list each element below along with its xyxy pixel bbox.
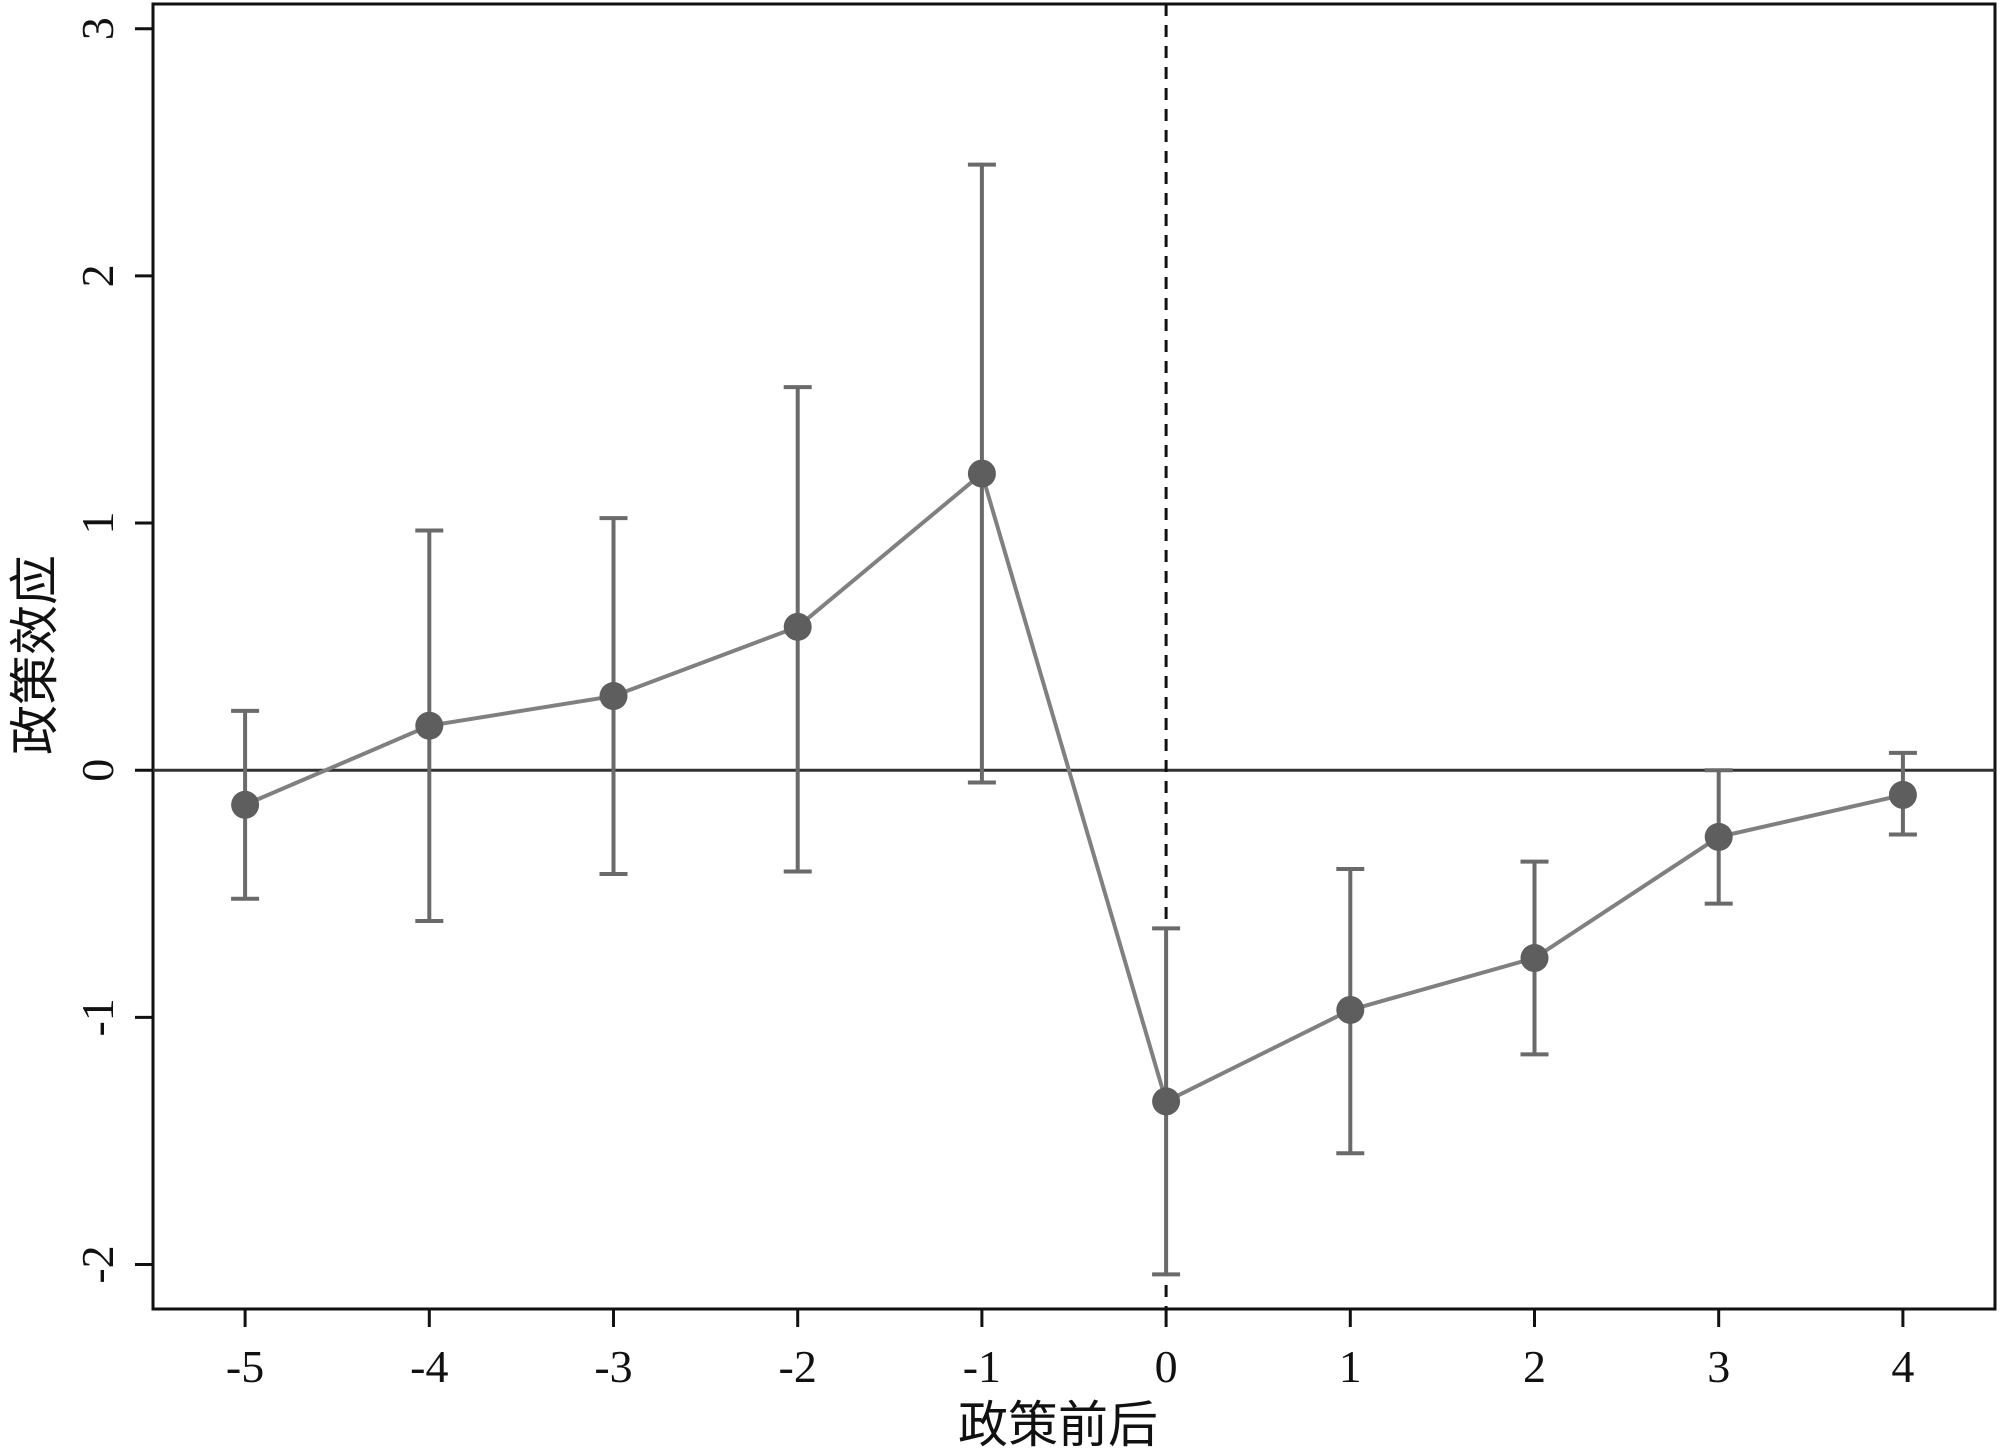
x-tick-label: 3 — [1707, 1341, 1730, 1392]
y-tick-label: 3 — [72, 17, 123, 40]
data-point — [783, 612, 812, 641]
x-tick-label: 4 — [1891, 1341, 1914, 1392]
y-axis-title: 政策效应 — [6, 555, 64, 755]
data-point — [415, 711, 444, 740]
y-tick-label: 2 — [72, 264, 123, 287]
x-tick-label: 0 — [1155, 1341, 1178, 1392]
data-point — [1888, 780, 1917, 809]
x-tick-label: -5 — [226, 1341, 264, 1392]
data-point — [967, 459, 996, 488]
plot-frame — [151, 2, 1997, 1311]
y-tick-label: -1 — [72, 998, 123, 1036]
x-tick-label: -2 — [779, 1341, 817, 1392]
plot-area: -5 -4 -3 -2 -1 0 1 2 3 4 -2 -1 0 1 2 3 — [72, 2, 1997, 1392]
y-tick-label: -2 — [72, 1245, 123, 1283]
y-tick-label: 1 — [72, 512, 123, 535]
x-tick-label: 2 — [1523, 1341, 1546, 1392]
data-point — [1704, 822, 1733, 851]
x-tick-label: -1 — [963, 1341, 1001, 1392]
x-tick-label: -3 — [594, 1341, 632, 1392]
series-line — [244, 470, 1904, 1105]
data-point — [1336, 995, 1365, 1024]
data-point — [1520, 944, 1549, 973]
x-axis-title: 政策前后 — [958, 1396, 1158, 1451]
data-point — [599, 682, 628, 711]
x-tick-label: -4 — [410, 1341, 448, 1392]
data-point — [231, 790, 260, 819]
x-tick-label: 1 — [1339, 1341, 1362, 1392]
data-point — [1152, 1087, 1181, 1116]
y-tick-label: 0 — [72, 759, 123, 782]
